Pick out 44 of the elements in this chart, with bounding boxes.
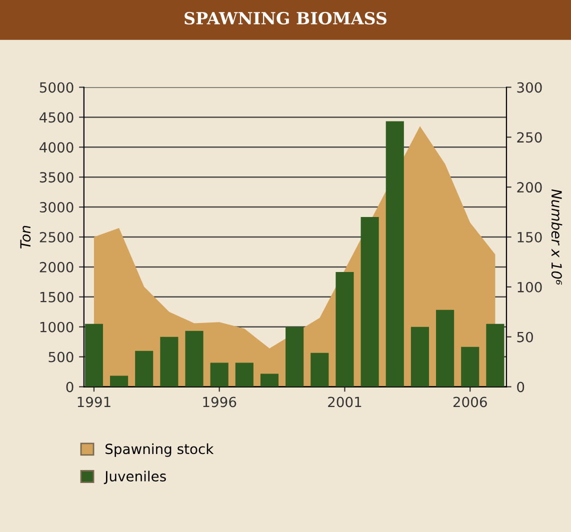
x-tick-label: 1991 [78,396,110,408]
legend-label: Spawning stock [106,443,214,457]
bar [436,310,454,387]
bar [160,336,178,387]
y-tick-label: 0 [66,382,74,392]
bar [310,352,329,387]
y-tick-label: 4000 [40,142,74,153]
y-tick-label: 4500 [40,112,74,123]
y-tick-label: 3000 [40,202,74,213]
x-tick-label: 2006 [453,396,487,408]
bar [135,350,154,387]
bar [286,326,304,387]
x-tick-label: 2001 [328,396,362,408]
bar [360,217,379,387]
y2-axis-title: Number x 10⁶ [551,189,562,285]
bar [486,324,504,387]
bar [336,272,354,387]
bar [260,374,279,387]
y-tick-label: 3500 [40,172,74,183]
bar [235,362,254,387]
x-tick-label: 1996 [203,396,236,408]
y-axis-title: Ton [20,226,31,248]
y2-tick-label: 300 [517,82,542,93]
bar [461,346,480,387]
y-tick-label: 2000 [40,262,74,272]
y-tick-label: 5000 [40,82,74,93]
y-tick-label: 1500 [40,292,74,302]
bar [386,121,404,387]
legend-label: Juveniles [104,470,166,484]
y-tick-label: 2500 [40,232,74,242]
y2-tick-label: 250 [517,132,542,143]
bar [84,324,103,387]
chart-title: SPAWNING BIOMASS [184,12,386,25]
y2-tick-label: 200 [517,182,542,193]
bar [185,330,204,387]
y2-tick-label: 100 [518,282,542,292]
y2-tick-label: 50 [517,332,533,342]
y2-tick-label: 150 [518,232,542,242]
y-tick-label: 1000 [40,322,74,332]
y-tick-label: 500 [48,352,74,362]
bar [110,376,128,387]
bar [210,362,228,387]
y2-tick-label: 0 [517,382,524,392]
bar [410,326,429,387]
